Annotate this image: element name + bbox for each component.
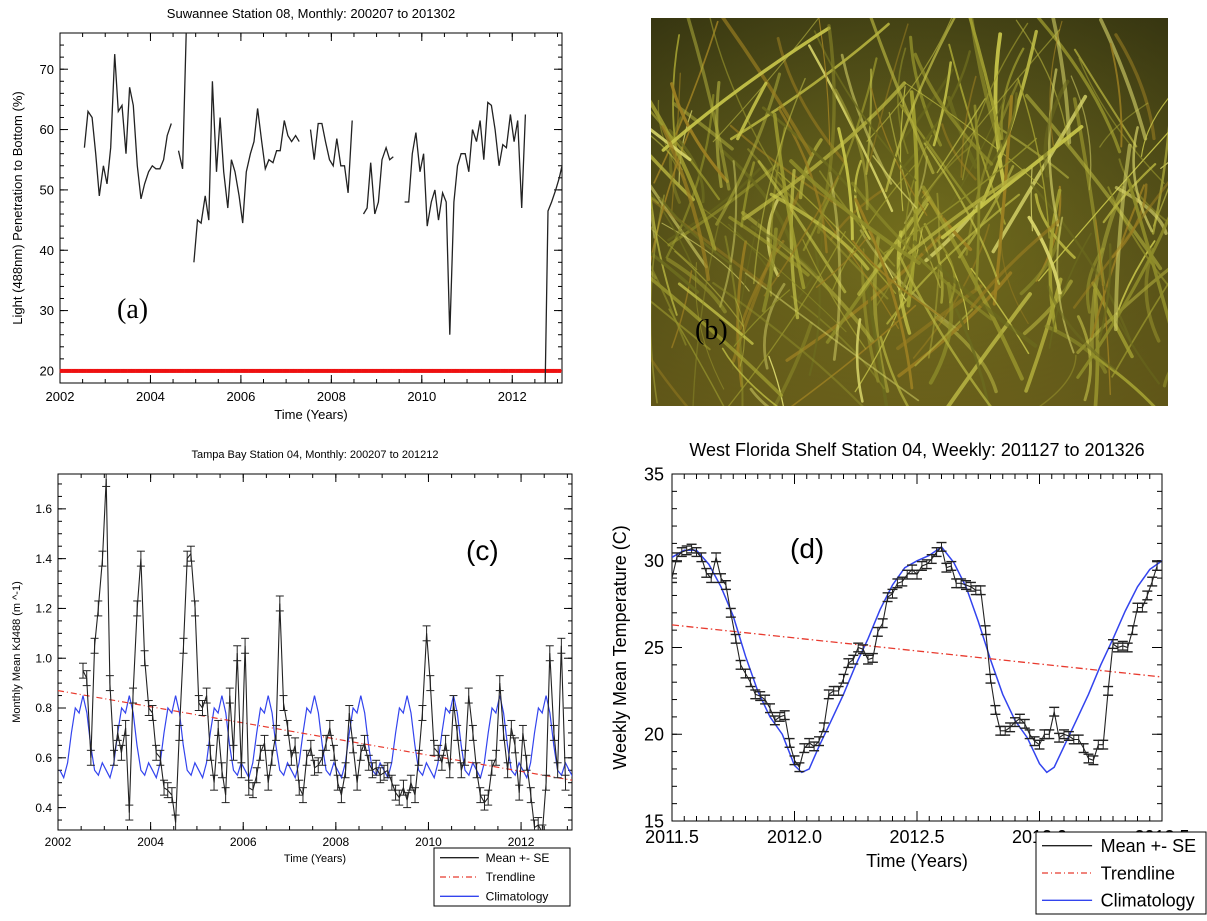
- series-segment: [544, 166, 562, 430]
- chart-title: Tampa Bay Station 04, Monthly: 200207 to…: [191, 449, 438, 461]
- legend-entry: Climatology: [486, 890, 549, 904]
- plot-frame: [672, 474, 1162, 821]
- y-tick-label: 1.6: [35, 502, 52, 516]
- y-tick-label: 1.0: [35, 651, 52, 665]
- y-tick-label: 0.6: [35, 751, 52, 765]
- legend: Mean +- SE Trendline Climatology: [434, 848, 570, 906]
- y-tick-label: 1.4: [35, 552, 52, 566]
- panel-b-label: (b): [695, 315, 728, 347]
- seagrass-photo: (b): [651, 18, 1168, 406]
- y-tick-label: 35: [644, 464, 664, 484]
- x-tick-label: 2012.5: [889, 827, 944, 847]
- series-segment: [84, 54, 171, 199]
- chart-a-svg: 2002 2004 2006 2008 2010 2012 20 30 40 50 60 70 Suwa…: [0, 0, 600, 430]
- series-segment: [364, 148, 394, 214]
- x-tick-label: 2012: [498, 389, 527, 404]
- chart-c-svg: 2002 2004 2006 2008 2010 2012 0.4 0.6 0.8 1.0 1.2 1…: [0, 440, 600, 916]
- x-axis-title: Time (Years): [866, 851, 968, 871]
- y-tick-label: 60: [40, 122, 54, 137]
- x-tick-label: 2006: [230, 835, 257, 849]
- panel-c-label: (c): [466, 535, 499, 566]
- x-tick-label: 2002: [45, 835, 72, 849]
- y-tick-label: 20: [40, 363, 54, 378]
- legend-entry: Trendline: [1101, 863, 1175, 883]
- y-axis-title: Weekly Mean Temperature (C): [610, 525, 630, 769]
- series-segment: [405, 102, 526, 334]
- y-tick-label: 1.2: [35, 602, 52, 616]
- chart-title: Suwannee Station 08, Monthly: 200207 to …: [167, 6, 455, 21]
- y-tick-label: 50: [40, 182, 54, 197]
- y-axis-title: Light (488nm) Penetration to Bottom (%): [10, 91, 25, 324]
- climatology-line: [672, 547, 1162, 773]
- series-segment: [179, 33, 187, 169]
- y-tick-label: 70: [40, 62, 54, 77]
- mean-line: [83, 479, 566, 833]
- y-tick-label: 25: [644, 638, 664, 658]
- x-tick-label: 2004: [136, 389, 165, 404]
- x-tick-label: 2012: [508, 835, 535, 849]
- x-tick-label: 2008: [322, 835, 349, 849]
- seagrass-photo-icon: [651, 18, 1168, 406]
- y-tick-label: 30: [644, 551, 664, 571]
- x-tick-label: 2008: [317, 389, 346, 404]
- legend-entry: Trendline: [486, 870, 536, 884]
- plot-frame: [60, 33, 562, 383]
- x-tick-label: 2012.0: [767, 827, 822, 847]
- y-tick-label: 30: [40, 303, 54, 318]
- panel-a-label: (a): [117, 294, 148, 325]
- legend-entry: Mean +- SE: [1101, 836, 1197, 856]
- y-tick-label: 0.8: [35, 701, 52, 715]
- x-tick-label: 2010: [407, 389, 436, 404]
- y-tick-label: 40: [40, 243, 54, 258]
- chart-d-svg: 2011.52012.02012.52013.02013.51520253035…: [600, 430, 1207, 916]
- panel-a-chart: 2002 2004 2006 2008 2010 2012 20 30 40 50 60 70 Suwa…: [0, 0, 600, 430]
- x-tick-label: 2010: [415, 835, 442, 849]
- panel-c-chart: 2002 2004 2006 2008 2010 2012 0.4 0.6 0.8 1.0 1.2 1…: [0, 440, 600, 916]
- legend-entry: Climatology: [1101, 891, 1195, 911]
- x-tick-label: 2002: [46, 389, 75, 404]
- legend-entry: Mean +- SE: [486, 851, 550, 865]
- y-tick-label: 15: [644, 811, 664, 831]
- series-segment: [311, 121, 353, 193]
- climatology-line: [60, 696, 600, 778]
- y-tick-label: 20: [644, 725, 664, 745]
- x-tick-label: 2006: [226, 389, 255, 404]
- y-tick-label: 0.4: [35, 801, 52, 815]
- panel-d-label: (d): [790, 533, 824, 564]
- y-axis-title: Monthly Mean Kd488 (m ^-1): [11, 581, 23, 723]
- legend: Mean +- SE Trendline Climatology: [1036, 832, 1206, 914]
- x-axis-title: Time (Years): [274, 407, 347, 422]
- series-segment: [194, 81, 299, 262]
- x-axis-title: Time (Years): [284, 853, 346, 865]
- x-tick-label: 2004: [137, 835, 164, 849]
- mean-line: [672, 547, 1157, 767]
- chart-title: West Florida Shelf Station 04, Weekly: 2…: [689, 440, 1144, 460]
- panel-d-chart: 2011.52012.02012.52013.02013.51520253035…: [600, 430, 1207, 916]
